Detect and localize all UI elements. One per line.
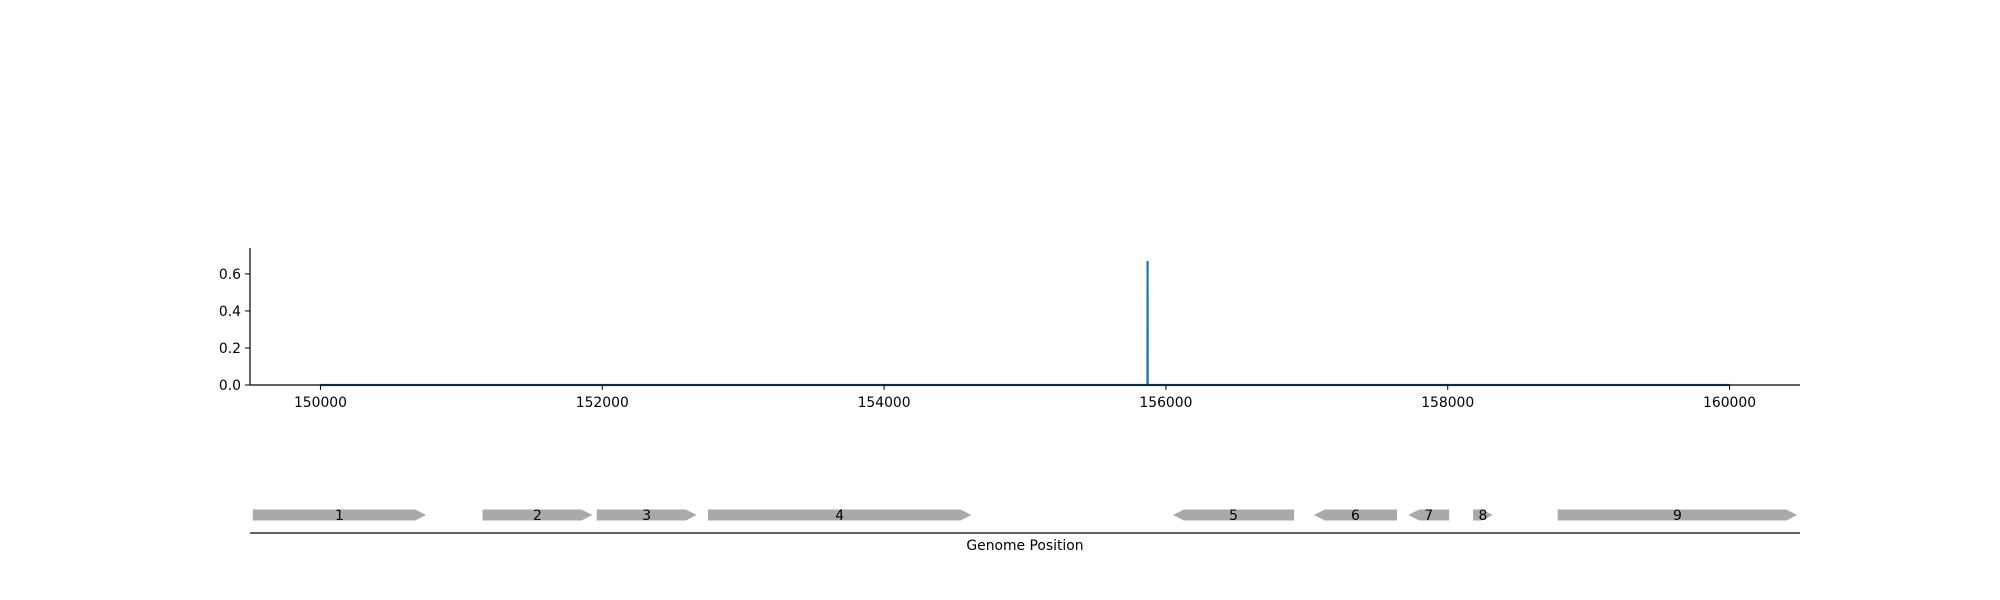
signal-series-line-1	[320, 260, 1730, 387]
gene-arrow-7	[1408, 509, 1450, 521]
gene-label-1: 1	[335, 508, 344, 524]
gene-arrow-6	[1313, 509, 1397, 521]
x-tick-label: 158000	[1421, 395, 1474, 411]
x-tick-label: 156000	[1139, 395, 1192, 411]
signal-x-ticks: 150000 152000 154000 156000 158000 160000	[294, 385, 1756, 411]
gene-arrow-5	[1172, 509, 1295, 521]
gene-map-xlabel: Genome Position	[966, 538, 1083, 554]
x-tick-label: 150000	[294, 395, 347, 411]
gene-label-3: 3	[642, 508, 651, 524]
gene-arrow-9	[1557, 509, 1798, 521]
signal-y-ticks: 0.0 0.2 0.4 0.6	[219, 267, 250, 394]
signal-plot: 0.0 0.2 0.4 0.6 150000 152000 154000 156000 158…	[219, 248, 1800, 411]
gene-features: 1 2 3 4 5 6 7 8 9	[252, 508, 1798, 524]
gene-map: 1 2 3 4 5 6 7 8 9 Genome Position	[250, 508, 1800, 554]
x-tick-label: 152000	[576, 395, 629, 411]
y-tick-label: 0.0	[219, 378, 241, 394]
signal-series	[320, 260, 1730, 387]
gene-label-5: 5	[1229, 508, 1238, 524]
gene-label-4: 4	[835, 508, 844, 524]
gene-label-2: 2	[533, 508, 542, 524]
y-tick-label: 0.6	[219, 267, 241, 283]
gene-label-7: 7	[1424, 508, 1433, 524]
x-tick-label: 160000	[1703, 395, 1756, 411]
gene-arrow-8	[1473, 509, 1493, 521]
gene-arrow-3	[596, 509, 697, 521]
gene-arrow-4	[707, 509, 972, 521]
y-tick-label: 0.2	[219, 341, 241, 357]
x-tick-label: 154000	[858, 395, 911, 411]
gene-arrow-2	[482, 509, 593, 521]
y-tick-label: 0.4	[219, 304, 241, 320]
gene-label-6: 6	[1351, 508, 1360, 524]
gene-label-8: 8	[1479, 508, 1488, 524]
gene-arrow-1	[252, 509, 427, 521]
gene-label-9: 9	[1673, 508, 1682, 524]
